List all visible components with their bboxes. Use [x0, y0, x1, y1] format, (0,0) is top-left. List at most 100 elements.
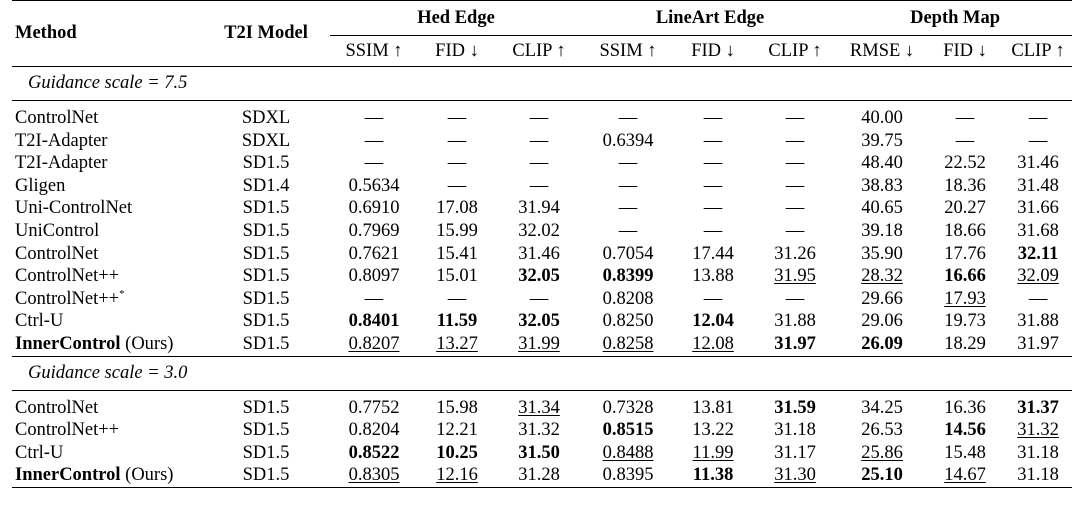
value-cell: 31.97: [752, 333, 838, 356]
value-cell: 17.93: [926, 288, 1004, 311]
value-cell: 0.7054: [582, 243, 674, 266]
value-text: 15.41: [436, 243, 478, 264]
table-row: T2I-Adapter SD1.5 — — — — — — 48.40 22.52 31.46: [12, 152, 1072, 175]
method-name: InnerControl: [15, 465, 121, 486]
method-name: Ctrl-U: [15, 442, 64, 463]
value-text: 48.40: [861, 153, 903, 174]
value-text: 31.48: [1017, 175, 1059, 196]
method-cell: ControlNet: [12, 397, 202, 420]
value-text: —: [785, 198, 805, 219]
value-text: 31.68: [1017, 220, 1059, 241]
value-text: —: [703, 130, 723, 151]
value-text: —: [529, 288, 549, 309]
model-cell: SD1.5: [242, 420, 290, 441]
section-divider: [12, 100, 1073, 108]
value-text: 12.16: [436, 465, 478, 486]
value-cell: 0.8395: [582, 464, 674, 487]
value-text: —: [785, 108, 805, 128]
value-text: 14.67: [944, 465, 986, 486]
value-cell: 12.16: [418, 464, 496, 487]
section-title: Guidance scale = 3.0: [28, 362, 188, 383]
value-text: 31.50: [518, 442, 560, 463]
value-text: —: [703, 153, 723, 174]
value-text: —: [447, 288, 467, 309]
value-cell: 31.28: [496, 464, 582, 487]
value-text: 39.18: [861, 220, 903, 241]
value-cell: —: [674, 220, 752, 243]
value-cell: 39.75: [838, 130, 926, 153]
value-text: 12.08: [692, 333, 734, 354]
value-cell: 31.32: [496, 419, 582, 442]
value-text: —: [447, 130, 467, 151]
table-row: T2I-Adapter SDXL — — — 0.6394 — — 39.75 — —: [12, 130, 1072, 153]
value-cell: —: [496, 152, 582, 175]
model-cell: SD1.5: [242, 442, 290, 463]
value-cell: 0.6394: [582, 130, 674, 153]
value-cell: 40.65: [838, 197, 926, 220]
value-cell: —: [496, 288, 582, 311]
method-cell: Gligen: [12, 175, 202, 198]
value-text: 31.17: [774, 442, 816, 463]
value-text: 31.88: [1017, 311, 1059, 332]
value-text: —: [618, 153, 638, 174]
value-cell: 0.8250: [582, 310, 674, 333]
value-text: 40.00: [861, 108, 903, 128]
value-text: 0.8488: [602, 442, 654, 463]
value-cell: 31.46: [496, 243, 582, 266]
group-header-lineart: LineArt Edge: [582, 0, 839, 36]
value-cell: —: [752, 130, 838, 153]
value-cell: 14.56: [926, 419, 1004, 442]
value-text: —: [447, 108, 467, 128]
value-cell: 22.52: [926, 152, 1004, 175]
table-row: ControlNet++ SD1.5 0.8097 15.01 32.05 0.8399 1…: [12, 265, 1072, 288]
value-cell: —: [496, 130, 582, 153]
value-text: 16.36: [944, 397, 986, 418]
results-table-container: Method T2I Model Hed Edge LineArt Edge D…: [12, 0, 1073, 488]
value-cell: 18.66: [926, 220, 1004, 243]
value-text: —: [785, 175, 805, 196]
value-cell: —: [674, 130, 752, 153]
model-cell: SD1.5: [242, 153, 290, 174]
value-cell: 34.25: [838, 397, 926, 420]
value-text: —: [364, 108, 384, 128]
value-text: 31.18: [1017, 442, 1059, 463]
value-text: 25.10: [861, 465, 903, 486]
method-cell: Ctrl-U: [12, 442, 202, 465]
value-cell: —: [418, 152, 496, 175]
method-name: T2I-Adapter: [15, 153, 108, 174]
value-text: —: [447, 153, 467, 174]
model-cell: SD1.5: [242, 288, 290, 309]
method-name: ControlNet++: [15, 420, 120, 441]
value-text: 0.8208: [602, 288, 654, 309]
table-row: Ctrl-U SD1.5 0.8401 11.59 32.05 0.8250 12.04 31…: [12, 310, 1072, 333]
value-cell: —: [752, 197, 838, 220]
value-cell: 0.8258: [582, 333, 674, 356]
t2i-model-header: T2I Model: [224, 23, 308, 44]
value-cell: —: [330, 288, 418, 311]
value-cell: 31.18: [1004, 442, 1072, 465]
metric-header: CLIP ↑: [1011, 40, 1065, 61]
value-cell: —: [674, 152, 752, 175]
value-text: 31.66: [1017, 198, 1059, 219]
value-text: 0.8097: [348, 266, 400, 287]
method-cell: T2I-Adapter: [12, 152, 202, 175]
method-cell: InnerControl (Ours): [12, 333, 202, 356]
value-text: 13.27: [436, 333, 478, 354]
value-cell: 15.99: [418, 220, 496, 243]
value-text: 31.97: [774, 333, 816, 354]
value-cell: 31.30: [752, 464, 838, 487]
method-cell: Uni-ControlNet: [12, 197, 202, 220]
value-cell: —: [582, 220, 674, 243]
value-cell: 25.10: [838, 464, 926, 487]
model-cell: SD1.5: [242, 311, 290, 332]
table-row: ControlNet++* SD1.5 — — — 0.8208 — — 29.66 17.93 —: [12, 288, 1072, 311]
value-cell: —: [418, 107, 496, 130]
value-text: —: [1028, 108, 1048, 128]
value-cell: 31.95: [752, 265, 838, 288]
value-text: 31.95: [774, 266, 816, 287]
model-cell: SD1.5: [242, 333, 290, 354]
value-text: 32.05: [518, 266, 560, 287]
value-cell: 31.18: [1004, 464, 1072, 487]
value-text: 31.97: [1017, 333, 1059, 354]
value-text: 31.18: [774, 420, 816, 441]
